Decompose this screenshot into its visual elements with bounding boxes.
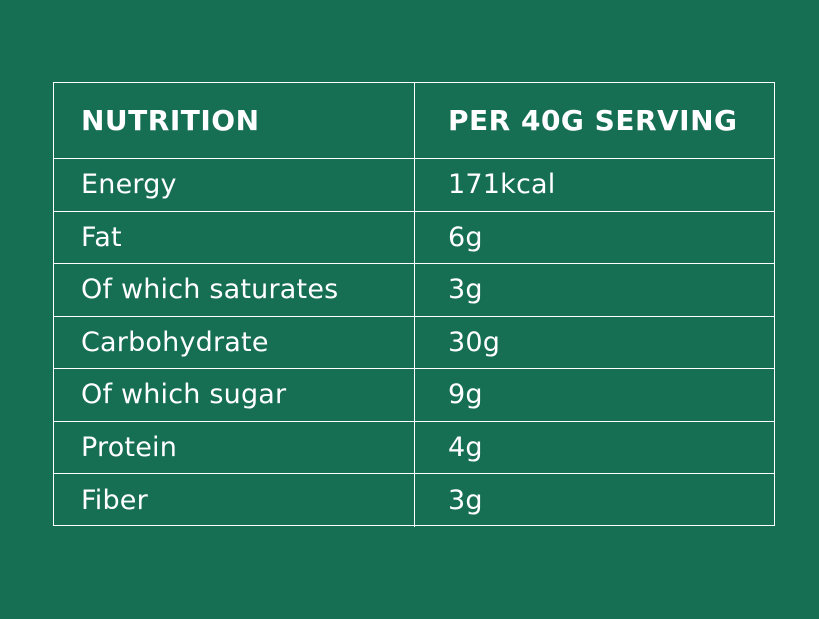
nutrient-name: Of which saturates [54, 264, 415, 316]
nutrient-amount: 9g [448, 379, 483, 411]
nutrient-name: Fat [54, 211, 415, 263]
table-row: Of which sugar 9g [54, 369, 774, 422]
table-row: Energy 171kcal [54, 159, 774, 212]
nutrient-amount: 171kcal [448, 169, 556, 201]
nutrient-name: Energy [54, 159, 415, 211]
nutrient-amount: 30g [448, 326, 501, 358]
table-row: Fiber 3g [54, 474, 774, 527]
nutrient-name: Of which sugar [54, 369, 415, 421]
nutrient-amount: 3g [448, 274, 483, 306]
table-row: Fat 6g [54, 211, 774, 264]
nutrient-amount: 3g [448, 484, 483, 516]
nutrient-amount: 4g [448, 431, 483, 463]
nutrient-name: Protein [54, 421, 415, 473]
nutrient-name: Carbohydrate [54, 316, 415, 368]
nutrition-table: NUTRITION PER 40G SERVING Energy 171kcal… [53, 82, 775, 527]
table-row: Of which saturates 3g [54, 264, 774, 317]
nutrient-amount: 6g [448, 221, 483, 253]
nutrient-name: Fiber [54, 474, 415, 527]
header-per-serving: PER 40G SERVING [448, 104, 738, 137]
table-row: Carbohydrate 30g [54, 316, 774, 369]
table-row: Protein 4g [54, 421, 774, 474]
header-nutrition: NUTRITION [54, 83, 415, 158]
table-header-row: NUTRITION PER 40G SERVING [54, 83, 774, 159]
